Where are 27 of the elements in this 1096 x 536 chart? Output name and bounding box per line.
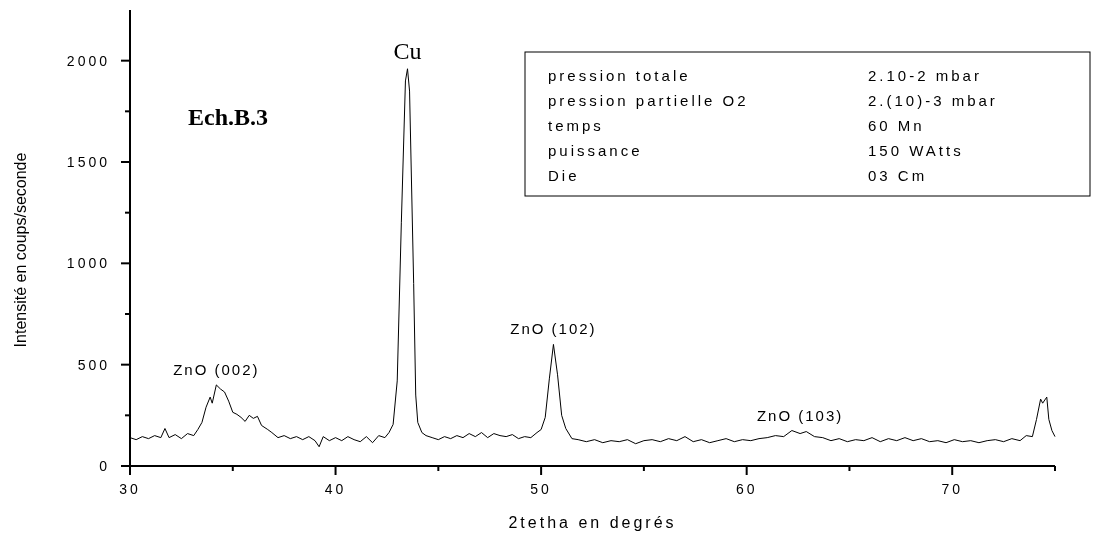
y-tick-label: 500 <box>77 356 110 373</box>
x-axis-title: 2tetha en degrés <box>508 514 677 531</box>
annotation: ZnO (102) <box>510 320 597 338</box>
annotation: ZnO (002) <box>173 360 260 378</box>
text: Ech.B.3 <box>188 104 269 130</box>
x-tick-label: 40 <box>324 481 347 497</box>
annotation: pression totale <box>548 67 691 84</box>
annotation: Cu <box>393 37 422 64</box>
x-tick-label: 50 <box>530 481 552 497</box>
annotation: pression partielle O2 <box>548 92 749 109</box>
x-tick-label: 30 <box>119 481 141 497</box>
y-tick-label: 1000 <box>66 255 110 272</box>
annotation: puissance <box>548 142 643 159</box>
y-tick-label: 2000 <box>66 52 110 69</box>
x-tick-label: 60 <box>735 481 758 497</box>
annotation: 2.10-2 mbar <box>868 67 982 84</box>
annotation: 03 Cm <box>868 167 928 184</box>
y-tick-label: 1500 <box>66 154 110 170</box>
y-tick-label: 0 <box>99 458 110 474</box>
annotation: Die <box>548 167 580 184</box>
x-tick-label: 70 <box>941 481 964 497</box>
annotation: 60 Mn <box>868 117 925 134</box>
annotation: ZnO (103) <box>756 406 844 424</box>
annotation: temps <box>548 117 604 134</box>
y-axis-title: Intensité en coups/seconde <box>12 152 29 348</box>
annotation: 150 WAtts <box>868 142 964 159</box>
annotation: 2.(10)-3 mbar <box>868 92 998 109</box>
